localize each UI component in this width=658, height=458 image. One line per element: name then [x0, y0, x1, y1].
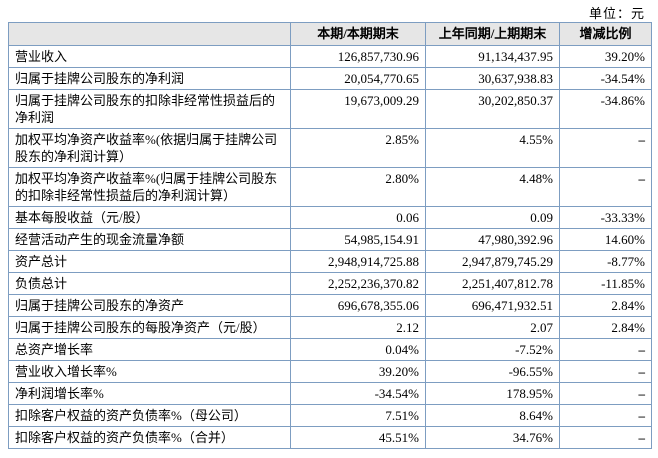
- metric-label: 净利润增长率%: [8, 382, 291, 405]
- table-row: 总资产增长率 0.04% -7.52% –: [8, 338, 652, 361]
- prior-value: 34.76%: [425, 426, 560, 449]
- prior-value: 2,251,407,812.78: [425, 272, 560, 295]
- metric-label: 归属于挂牌公司股东的扣除非经常性损益后的净利润: [8, 89, 291, 129]
- prior-value: 4.55%: [425, 128, 560, 168]
- current-value: 2,252,236,370.82: [290, 272, 426, 295]
- change-value: 2.84%: [559, 294, 652, 317]
- metric-label: 经营活动产生的现金流量净额: [8, 228, 291, 251]
- prior-value: 178.95%: [425, 382, 560, 405]
- change-value: -8.77%: [559, 250, 652, 273]
- prior-value: 30,637,938.83: [425, 67, 560, 90]
- table-body: 营业收入 126,857,730.96 91,134,437.95 39.20% 归属于…: [8, 45, 652, 449]
- current-value: 0.06: [290, 206, 426, 229]
- table-row: 资产总计 2,948,914,725.88 2,947,879,745.29 -8.7…: [8, 250, 652, 273]
- table-row: 经营活动产生的现金流量净额 54,985,154.91 47,980,392.96 1…: [8, 228, 652, 251]
- table-row: 归属于挂牌公司股东的净资产 696,678,355.06 696,471,932.5…: [8, 294, 652, 317]
- metric-label: 扣除客户权益的资产负债率%（合并）: [8, 426, 291, 449]
- current-value: 0.04%: [290, 338, 426, 361]
- current-value: 7.51%: [290, 404, 426, 427]
- current-value: 2.85%: [290, 128, 426, 168]
- change-value: –: [559, 382, 652, 405]
- metric-label: 营业收入: [8, 45, 291, 68]
- change-value: -34.54%: [559, 67, 652, 90]
- metric-label: 营业收入增长率%: [8, 360, 291, 383]
- prior-value: 2,947,879,745.29: [425, 250, 560, 273]
- prior-value: 30,202,850.37: [425, 89, 560, 129]
- prior-value: 696,471,932.51: [425, 294, 560, 317]
- current-value: 2.80%: [290, 167, 426, 207]
- prior-value: 2.07: [425, 316, 560, 339]
- metric-label: 资产总计: [8, 250, 291, 273]
- metric-label: 加权平均净资产收益率%(依据归属于挂牌公司股东的净利润计算）: [8, 128, 291, 168]
- table-row: 扣除客户权益的资产负债率%（母公司） 7.51% 8.64% –: [8, 404, 652, 427]
- metric-label: 归属于挂牌公司股东的净利润: [8, 67, 291, 90]
- prior-value: -96.55%: [425, 360, 560, 383]
- change-value: –: [559, 338, 652, 361]
- table-row: 负债总计 2,252,236,370.82 2,251,407,812.78 -11.…: [8, 272, 652, 295]
- current-value: 39.20%: [290, 360, 426, 383]
- current-value: 2,948,914,725.88: [290, 250, 426, 273]
- metric-label: 归属于挂牌公司股东的每股净资产（元/股）: [8, 316, 291, 339]
- current-value: 20,054,770.65: [290, 67, 426, 90]
- table-row: 扣除客户权益的资产负债率%（合并） 45.51% 34.76% –: [8, 426, 652, 449]
- change-value: –: [559, 128, 652, 168]
- change-value: –: [559, 426, 652, 449]
- table-row: 营业收入 126,857,730.96 91,134,437.95 39.20%: [8, 45, 652, 68]
- metric-label: 归属于挂牌公司股东的净资产: [8, 294, 291, 317]
- prior-value: 0.09: [425, 206, 560, 229]
- current-value: 54,985,154.91: [290, 228, 426, 251]
- metric-label: 扣除客户权益的资产负债率%（母公司）: [8, 404, 291, 427]
- change-value: -34.86%: [559, 89, 652, 129]
- prior-value: -7.52%: [425, 338, 560, 361]
- financial-summary-table: 本期/本期期末 上年同期/上期期末 增减比例 营业收入 126,857,730.9…: [8, 22, 652, 449]
- prior-value: 8.64%: [425, 404, 560, 427]
- prior-value: 91,134,437.95: [425, 45, 560, 68]
- current-value: -34.54%: [290, 382, 426, 405]
- table-header: 本期/本期期末 上年同期/上期期末 增减比例: [8, 22, 652, 46]
- change-value: –: [559, 404, 652, 427]
- table-row: 归属于挂牌公司股东的扣除非经常性损益后的净利润 19,673,009.29 30,2…: [8, 89, 652, 129]
- prior-value: 4.48%: [425, 167, 560, 207]
- change-value: 39.20%: [559, 45, 652, 68]
- table-row: 基本每股收益（元/股） 0.06 0.09 -33.33%: [8, 206, 652, 229]
- column-header-metric: [8, 22, 291, 46]
- change-value: –: [559, 360, 652, 383]
- change-value: 2.84%: [559, 316, 652, 339]
- metric-label: 加权平均净资产收益率%(归属于挂牌公司股东的扣除非经常性损益后的净利润计算）: [8, 167, 291, 207]
- current-value: 2.12: [290, 316, 426, 339]
- table-row: 归属于挂牌公司股东的每股净资产（元/股） 2.12 2.07 2.84%: [8, 316, 652, 339]
- table-row: 净利润增长率% -34.54% 178.95% –: [8, 382, 652, 405]
- change-value: 14.60%: [559, 228, 652, 251]
- metric-label: 基本每股收益（元/股）: [8, 206, 291, 229]
- unit-note: 单位：元: [588, 6, 645, 21]
- prior-value: 47,980,392.96: [425, 228, 560, 251]
- current-value: 19,673,009.29: [290, 89, 426, 129]
- table-row: 营业收入增长率% 39.20% -96.55% –: [8, 360, 652, 383]
- column-header-prior: 上年同期/上期期末: [425, 22, 560, 46]
- change-value: –: [559, 167, 652, 207]
- table-row: 加权平均净资产收益率%(归属于挂牌公司股东的扣除非经常性损益后的净利润计算） 2.…: [8, 167, 652, 207]
- column-header-current: 本期/本期期末: [290, 22, 426, 46]
- change-value: -33.33%: [559, 206, 652, 229]
- metric-label: 总资产增长率: [8, 338, 291, 361]
- current-value: 126,857,730.96: [290, 45, 426, 68]
- table-header-row: 本期/本期期末 上年同期/上期期末 增减比例: [8, 22, 652, 46]
- change-value: -11.85%: [559, 272, 652, 295]
- table-row: 归属于挂牌公司股东的净利润 20,054,770.65 30,637,938.83-…: [8, 67, 652, 90]
- metric-label: 负债总计: [8, 272, 291, 295]
- current-value: 45.51%: [290, 426, 426, 449]
- current-value: 696,678,355.06: [290, 294, 426, 317]
- table-row: 加权平均净资产收益率%(依据归属于挂牌公司股东的净利润计算） 2.85% 4.55%…: [8, 128, 652, 168]
- column-header-change: 增减比例: [559, 22, 652, 46]
